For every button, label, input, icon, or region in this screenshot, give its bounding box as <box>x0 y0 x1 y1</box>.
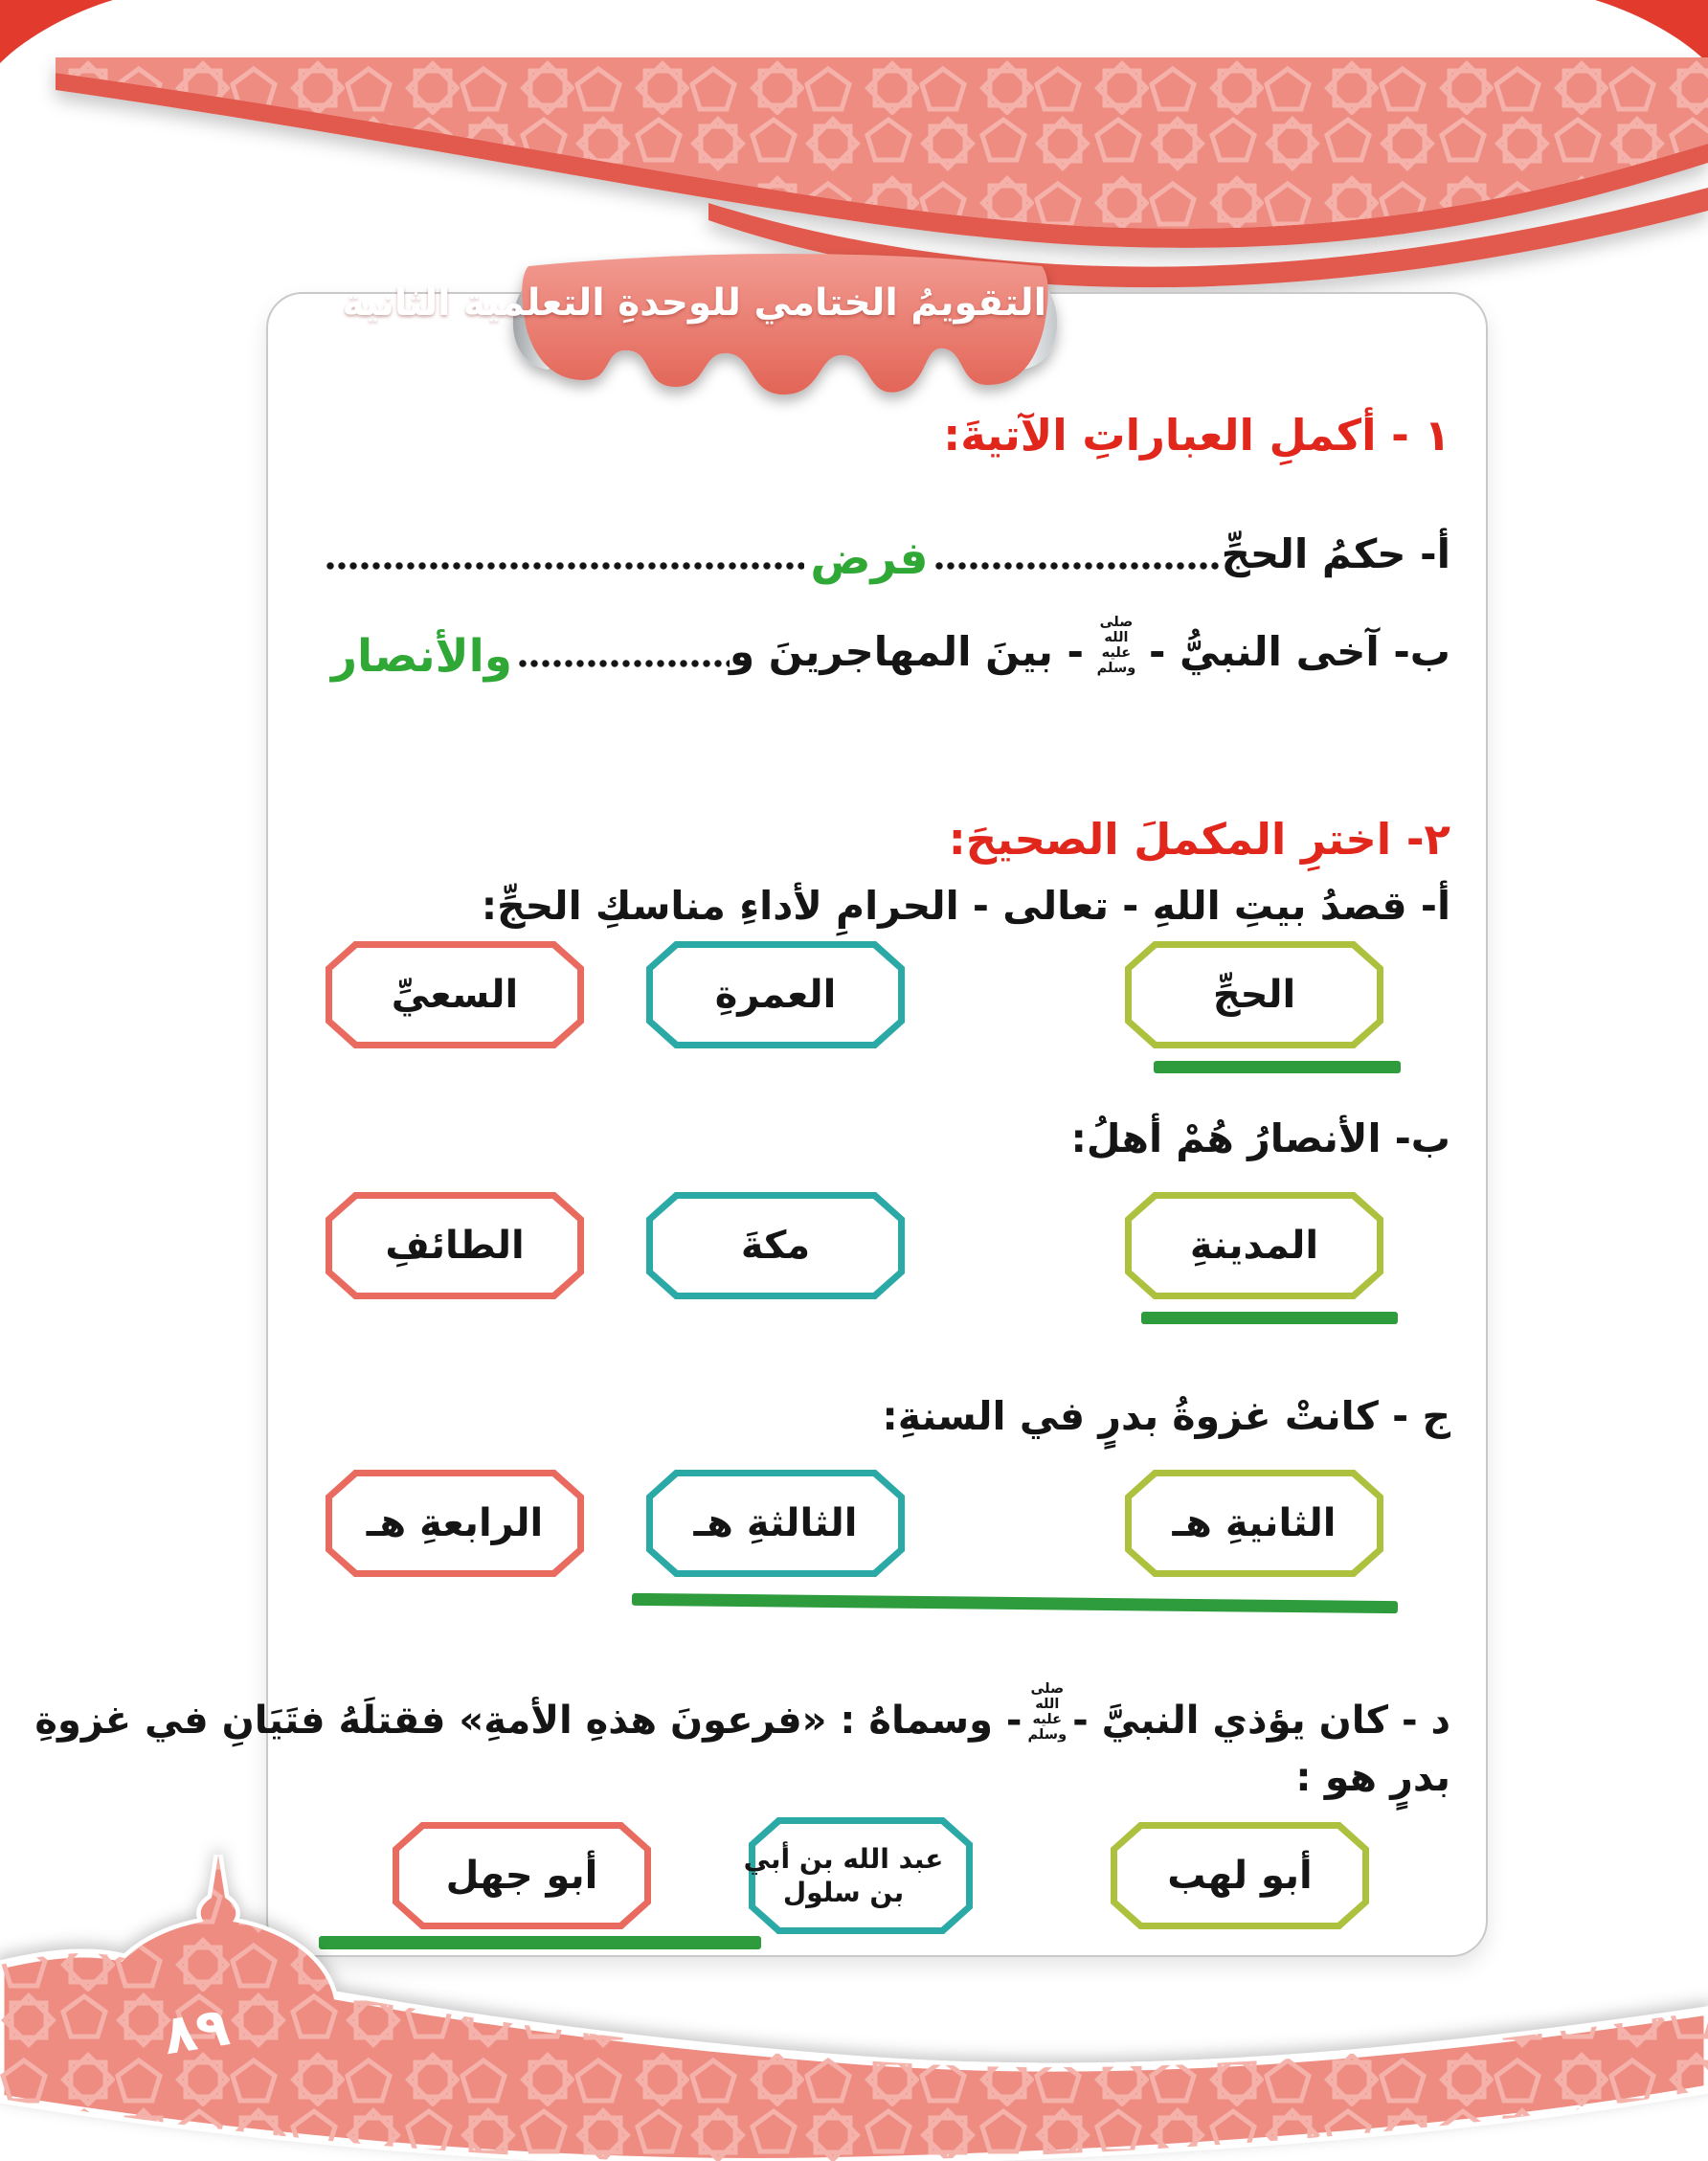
option-label: الطائفِ <box>385 1224 525 1268</box>
option-label: أبو لهب <box>1167 1854 1313 1898</box>
dotted-blank <box>933 561 1222 571</box>
page-number: ٨٩ <box>159 1995 234 2067</box>
q2b-label: ب- الأنصارُ هُمْ أهلُ: <box>1070 1115 1450 1161</box>
ribbon-body <box>522 254 1048 395</box>
q2c-label: ج - كانتْ غزوةُ بدرٍ في السنةِ: <box>882 1393 1450 1439</box>
option-box-year2: الثانيةِ هـ <box>1125 1470 1383 1577</box>
q2d-text-start: د - كان يؤذي النبيَّ - <box>1072 1699 1450 1743</box>
page-title: التقويمُ الختامي للوحدةِ التعلمية الثاني… <box>342 281 1046 325</box>
option-box-year4: الرابعةِ هـ <box>326 1470 584 1577</box>
q1-heading: ١ - أكملِ العباراتِ الآتيةَ: <box>943 410 1450 461</box>
option-box-year3: الثالثةِ هـ <box>646 1470 905 1577</box>
q1b-text-start: ب- آخى النبيُّ - <box>1148 628 1450 676</box>
title-ribbon <box>512 254 1058 395</box>
header-band-pattern <box>56 57 1708 229</box>
q1-item-a: أ- حكمُ الحجِّ فرض <box>326 511 1450 585</box>
option-box-taif: الطائفِ <box>326 1192 584 1299</box>
q2-heading: ٢- اخترِ المكملَ الصحيحَ: <box>948 814 1450 865</box>
option-box-madinah: المدينةِ <box>1125 1192 1383 1299</box>
option-label: الرابعةِ هـ <box>366 1501 544 1545</box>
option-box-hajj: الحجِّ <box>1125 941 1383 1048</box>
option-label: الثالثةِ هـ <box>693 1501 858 1545</box>
dotted-blank <box>518 659 730 668</box>
option-label: عبد الله بن أبي بن سلول <box>743 1843 944 1908</box>
q2d-text-end: - وسماهُ : «فرعونَ هذهِ الأمةِ» فقتلَهُ … <box>34 1699 1023 1743</box>
correct-answer-underline <box>319 1936 761 1949</box>
option-label: السعيِّ <box>391 973 519 1017</box>
q1-item-b: ب- آخى النبيُّ - صلى الله عليه وسلم - بي… <box>326 599 1450 683</box>
option-label: أبو جهل <box>445 1854 598 1898</box>
q2d-label-line1: د - كان يؤذي النبيَّ - صلى الله عليه وسل… <box>34 1666 1450 1746</box>
option-label: المدينةِ <box>1189 1224 1319 1268</box>
option-box-say: السعيِّ <box>326 941 584 1048</box>
option-label: مكةَ <box>740 1224 811 1268</box>
header-dark-edge <box>56 73 1708 248</box>
prophet-honorific: صلى الله عليه وسلم <box>1027 1680 1068 1744</box>
prophet-honorific: صلى الله عليه وسلم <box>1096 614 1136 677</box>
q2a-label: أ- قصدُ بيتِ اللهِ - تعالى - الحرامِ لأد… <box>481 883 1450 929</box>
option-box-ibn-salul: عبد الله بن أبي بن سلول <box>744 1817 973 1934</box>
option-label: الحجِّ <box>1212 973 1296 1017</box>
option-label: الثانيةِ هـ <box>1172 1501 1337 1545</box>
q1a-text: أ- حكمُ الحجِّ <box>1221 530 1450 578</box>
option-label: العمرةِ <box>714 973 837 1017</box>
option-box-makkah: مكةَ <box>646 1192 905 1299</box>
dotted-blank <box>326 561 805 571</box>
corner-wedge-left <box>0 0 113 63</box>
option-box-abu-lahab: أبو لهب <box>1111 1822 1369 1929</box>
q1b-text-mid: - بينَ المهاجرينَ و <box>730 628 1084 676</box>
correct-answer-underline <box>1154 1061 1401 1073</box>
q1b-answer: والأنصار <box>331 629 512 683</box>
corner-wedge-right <box>1595 0 1708 63</box>
q2d-label-line2: بدرٍ هو : <box>1295 1754 1450 1800</box>
option-box-abu-jahl: أبو جهل <box>393 1822 651 1929</box>
option-box-umrah: العمرةِ <box>646 941 905 1048</box>
correct-answer-underline <box>1141 1312 1398 1324</box>
q1a-answer: فرض <box>810 531 929 585</box>
footer-decoration: ٨٩ <box>0 1762 1708 2161</box>
